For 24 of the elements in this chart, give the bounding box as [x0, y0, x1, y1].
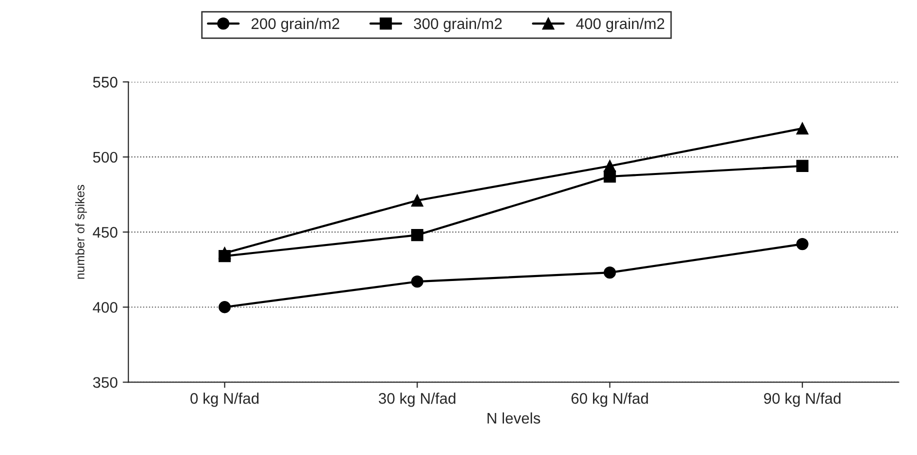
point — [411, 194, 424, 207]
x-tick-label: 60 kg N/fad — [572, 392, 648, 407]
y-tick-label: 500 — [93, 152, 118, 163]
legend-label: 400 grain/m2 — [576, 18, 664, 32]
point — [604, 266, 616, 279]
x-axis-title: N levels — [488, 412, 540, 424]
point — [411, 228, 424, 242]
y-tick-label: 350 — [93, 377, 118, 388]
legend-label: 300 grain/m2 — [414, 18, 502, 32]
point — [796, 122, 808, 135]
y-tick-label: 400 — [92, 302, 118, 313]
point — [604, 170, 616, 183]
x-tick-label: 0 kg N/fad — [190, 392, 258, 407]
point — [411, 276, 424, 288]
y-axis-title: number of spikes — [75, 184, 87, 279]
point — [796, 160, 808, 172]
point — [796, 238, 808, 250]
point — [218, 250, 231, 262]
y-tick-label: 450 — [92, 226, 118, 238]
legend-label: 200 grain/m2 — [252, 18, 340, 32]
y-tick-label: 550 — [93, 76, 118, 88]
point — [218, 301, 231, 314]
x-tick-label: 90 kg N/fad — [764, 392, 840, 407]
x-tick-label: 30 kg N/fad — [378, 392, 456, 407]
